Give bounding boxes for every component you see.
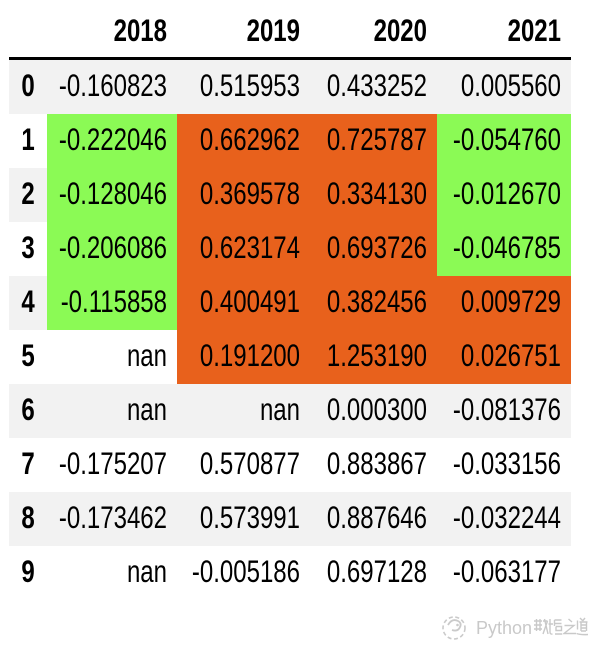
svg-text:Python: Python	[476, 618, 532, 638]
